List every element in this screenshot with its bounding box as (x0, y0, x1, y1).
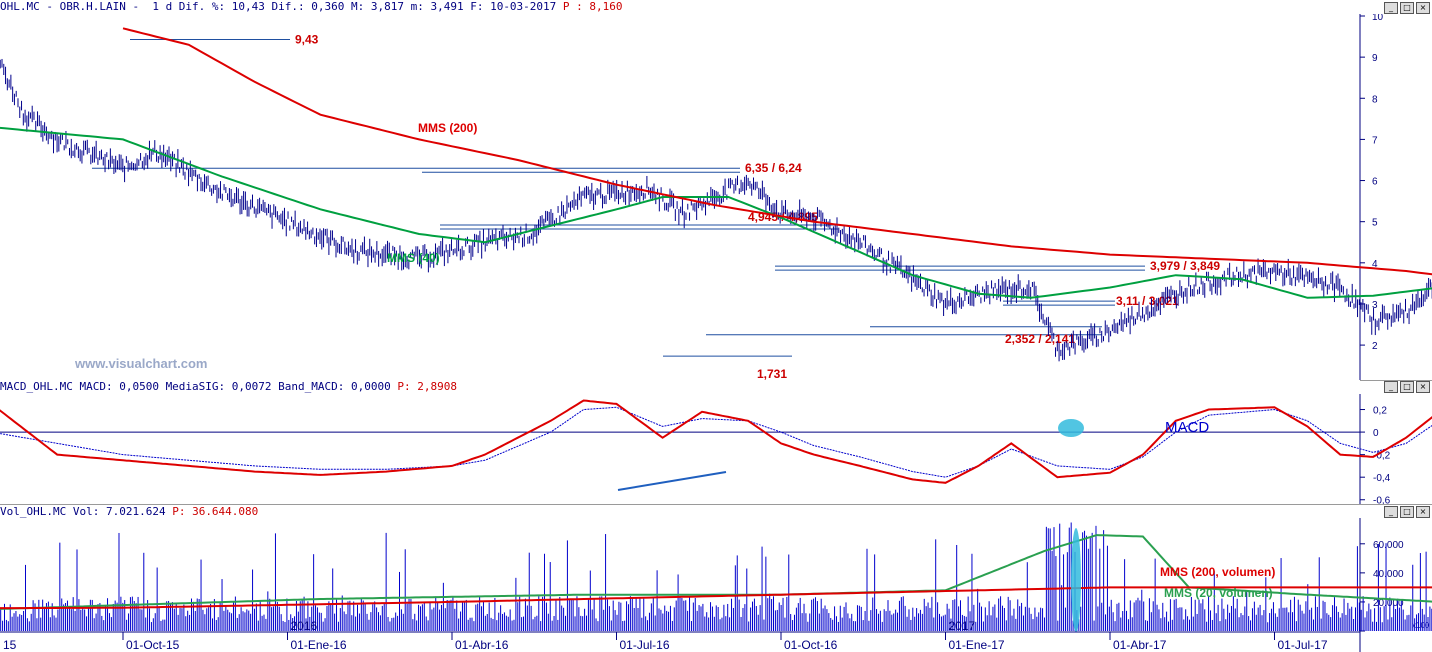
maximize-button[interactable]: □ (1400, 381, 1414, 393)
mms200-volume-line (0, 586, 1432, 610)
year-marker: 2017 (949, 619, 976, 633)
level-label: 3,11 / 3,021 (1116, 294, 1179, 308)
mms200-volume-legend: MMS (200, volumen) (1160, 565, 1275, 579)
price-chart: 10 9 8 7 6 5 4 3 2 www.visualchart.com 9,43 6,35 / … (0, 14, 1432, 380)
macd-tick-label: -0,6 (1373, 496, 1391, 504)
volume-tick-label: 60.000 (1373, 540, 1404, 551)
level-label: 3,979 / 3,849 (1150, 259, 1220, 273)
volume-highlight (1071, 528, 1081, 632)
price-tick-label: 3 (1372, 300, 1378, 311)
x-tick-label: 01-Jul-16 (620, 638, 670, 652)
volume-window-controls: _ □ × (1384, 506, 1430, 518)
mms40-label: MMS (40) (387, 251, 440, 265)
x-tick-label: 01-Oct-16 (784, 638, 838, 652)
volume-unit-label: x100 (1412, 621, 1430, 630)
macd-tick-label: 0,2 (1373, 406, 1387, 417)
mms20-volume-legend: MMS (20, volumen) (1164, 586, 1273, 600)
x-tick-label: 01-Jul-17 (1278, 638, 1328, 652)
x-tick-label: 15 (3, 638, 17, 652)
price-tick-label: 2 (1372, 341, 1378, 352)
minimize-button[interactable]: _ (1384, 381, 1398, 393)
x-tick-label: 01-Ene-17 (949, 638, 1005, 652)
level-label: 1,731 (757, 367, 787, 380)
year-marker: 2016 (291, 619, 318, 633)
macd-tick-label: -0,4 (1373, 473, 1391, 484)
macd-label: MACD (1165, 419, 1209, 436)
volume-chart: 60.000 40.000 20.000 x100 MMS (200, volumen)… (0, 518, 1432, 652)
price-tick-label: 6 (1372, 177, 1378, 188)
x-tick-label: 01-Abr-17 (1113, 638, 1167, 652)
watermark: www.visualchart.com (74, 356, 207, 371)
mms200-line (122, 27, 1432, 276)
mms20-volume-line (0, 534, 1432, 610)
macd-tick-label: 0 (1373, 428, 1379, 439)
macd-tick-label: -0,2 (1373, 451, 1391, 462)
macd-chart: 0,2 0 -0,2 -0,4 -0,6 MACD (0, 394, 1432, 504)
level-label: 9,43 (295, 32, 319, 46)
minimize-button[interactable]: _ (1384, 506, 1398, 518)
price-tick-label: 10 (1372, 14, 1384, 23)
price-tick-label: 9 (1372, 53, 1378, 64)
price-tick-label: 8 (1372, 94, 1378, 105)
macd-header: MACD_OHL.MC MACD: 0,0500 MediaSIG: 0,007… (0, 380, 1360, 394)
close-button[interactable]: × (1416, 2, 1430, 14)
macd-window-controls: _ □ × (1384, 381, 1430, 393)
price-window-controls: _ □ × (1384, 2, 1430, 14)
macd-line (0, 399, 1432, 484)
price-tick-label: 4 (1372, 259, 1378, 270)
x-tick-label: 01-Oct-15 (126, 638, 180, 652)
macd-highlight (1058, 419, 1084, 437)
signal-line (0, 406, 1432, 478)
mms40-line (0, 126, 1432, 299)
minimize-button[interactable]: _ (1384, 2, 1398, 14)
maximize-button[interactable]: □ (1400, 2, 1414, 14)
price-tick-label: 5 (1372, 218, 1378, 229)
x-tick-label: 01-Ene-16 (291, 638, 347, 652)
volume-header: Vol_OHL.MC Vol: 7.021.624 P: 36.644.080 (0, 505, 1360, 519)
macd-trendline (617, 471, 727, 491)
level-label: 6,35 / 6,24 (745, 161, 802, 175)
price-tick-label: 7 (1372, 135, 1378, 146)
close-button[interactable]: × (1416, 381, 1430, 393)
close-button[interactable]: × (1416, 506, 1430, 518)
price-header: OHL.MC - OBR.H.LAIN - 1 d Dif. %: 10,43 … (0, 0, 1360, 14)
maximize-button[interactable]: □ (1400, 506, 1414, 518)
volume-tick-label: 40.000 (1373, 569, 1404, 580)
x-tick-label: 01-Abr-16 (455, 638, 509, 652)
mms200-label: MMS (200) (418, 121, 477, 135)
volume-tick-label: 20.000 (1373, 598, 1404, 609)
